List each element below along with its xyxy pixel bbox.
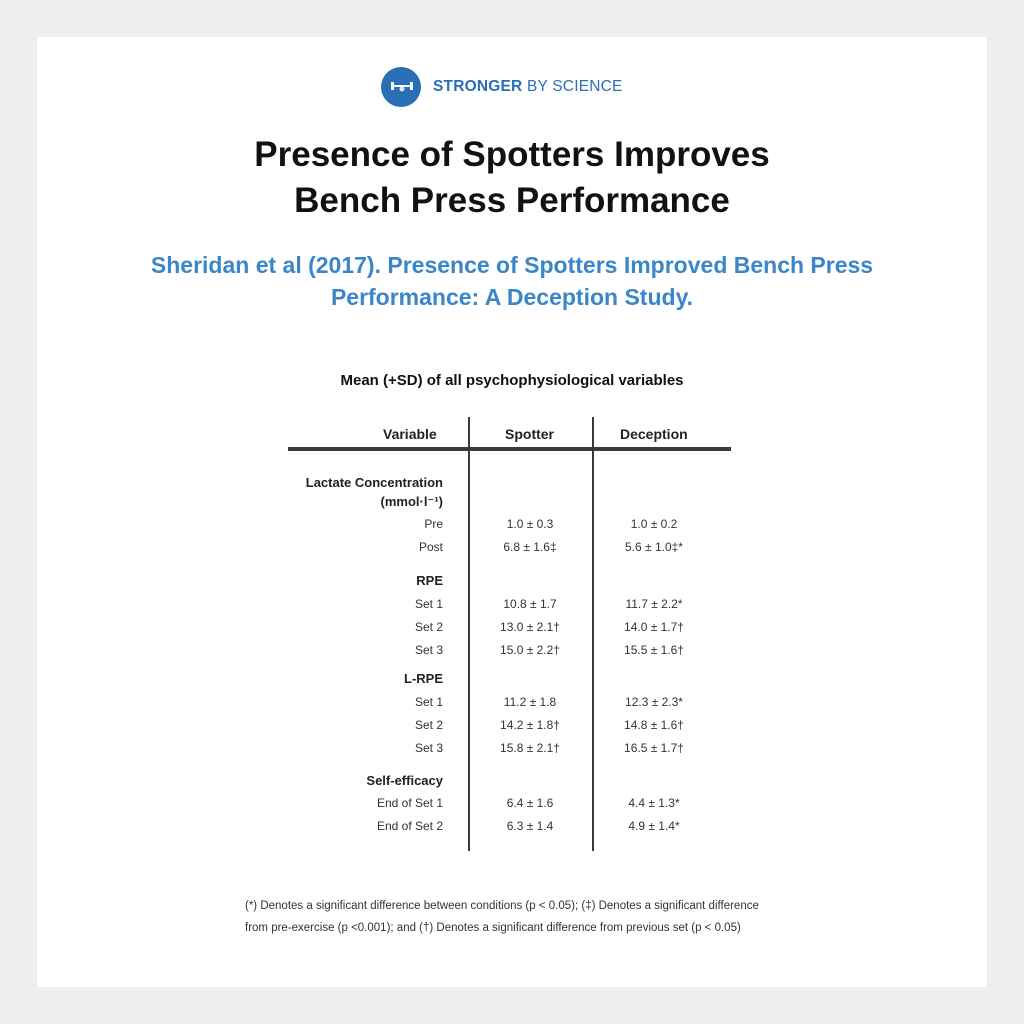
spotter-value: 6.8 ± 1.6‡: [503, 540, 557, 554]
group-rpe: RPE: [416, 573, 443, 588]
page-title-line-2: Bench Press Performance: [294, 181, 730, 220]
row-label: Set 3: [414, 643, 443, 657]
row-label: Set 3: [414, 741, 443, 755]
spotter-value: 11.2 ± 1.8: [503, 695, 557, 709]
deception-value: 5.6 ± 1.0‡*: [625, 540, 683, 554]
spotter-value: 14.2 ± 1.8†: [500, 718, 560, 732]
row-label: End of Set 1: [376, 796, 443, 810]
deception-value: 16.5 ± 1.7†: [624, 741, 684, 755]
group-lactate: Lactate Concentration (mmol·l⁻¹): [306, 473, 443, 511]
column-divider-2: [592, 417, 594, 851]
spotter-value: 1.0 ± 0.3: [506, 517, 554, 531]
row-label: Set 1: [414, 597, 443, 611]
row-label: Pre: [424, 517, 443, 531]
footnote: (*) Denotes a significant difference bet…: [245, 895, 845, 939]
spotter-value: 13.0 ± 2.1†: [500, 620, 560, 634]
group-name: Lactate Concentration: [305, 475, 443, 490]
study-citation: Sheridan et al (2017). Presence of Spott…: [37, 249, 987, 313]
deception-value: 14.8 ± 1.6†: [624, 718, 684, 732]
header-deception: Deception: [620, 426, 688, 442]
row-label: End of Set 2: [376, 819, 443, 833]
deception-value: 4.4 ± 1.3*: [628, 796, 680, 810]
deception-value: 1.0 ± 0.2: [630, 517, 678, 531]
barbell-lifter-icon: [381, 67, 421, 107]
row-label: Set 1: [414, 695, 443, 709]
infographic-card: STRONGER BY SCIENCE Presence of Spotters…: [37, 37, 987, 987]
spotter-value: 10.8 ± 1.7: [503, 597, 557, 611]
spotter-value: 6.3 ± 1.4: [506, 819, 554, 833]
header-variable: Variable: [383, 426, 437, 442]
group-l-rpe: L-RPE: [404, 671, 443, 686]
deception-value: 14.0 ± 1.7†: [624, 620, 684, 634]
row-label: Post: [418, 540, 443, 554]
results-table: Variable Spotter Deception Lactate Conce…: [37, 37, 987, 987]
study-citation-line-2: Performance: A Deception Study.: [330, 284, 694, 310]
row-label: Set 2: [414, 620, 443, 634]
brand-name: STRONGER BY SCIENCE: [433, 78, 623, 96]
header-spotter: Spotter: [505, 426, 554, 442]
deception-value: 12.3 ± 2.3*: [625, 695, 683, 709]
brand-name-light: BY SCIENCE: [526, 78, 623, 95]
spotter-value: 6.4 ± 1.6: [506, 796, 554, 810]
footnote-line-1: (*) Denotes a significant difference bet…: [245, 900, 759, 912]
brand-name-strong: STRONGER: [433, 78, 523, 95]
page-title: Presence of Spotters Improves Bench Pres…: [37, 132, 987, 224]
deception-value: 11.7 ± 2.2*: [625, 597, 683, 611]
study-citation-line-1: Sheridan et al (2017). Presence of Spott…: [150, 252, 874, 278]
deception-value: 15.5 ± 1.6†: [624, 643, 684, 657]
table-caption: Mean (+SD) of all psychophysiological va…: [340, 372, 684, 389]
row-label: Set 2: [414, 718, 443, 732]
header-divider: [288, 447, 731, 451]
footnote-line-2: from pre-exercise (p <0.001); and (†) De…: [245, 922, 741, 934]
column-divider-1: [468, 417, 470, 851]
group-self-efficacy: Self-efficacy: [366, 773, 443, 788]
brand-logo[interactable]: STRONGER BY SCIENCE: [381, 66, 623, 108]
group-unit: (mmol·l⁻¹): [380, 494, 443, 509]
deception-value: 4.9 ± 1.4*: [628, 819, 680, 833]
spotter-value: 15.0 ± 2.2†: [500, 643, 560, 657]
page-title-line-1: Presence of Spotters Improves: [254, 135, 770, 174]
spotter-value: 15.8 ± 2.1†: [500, 741, 560, 755]
